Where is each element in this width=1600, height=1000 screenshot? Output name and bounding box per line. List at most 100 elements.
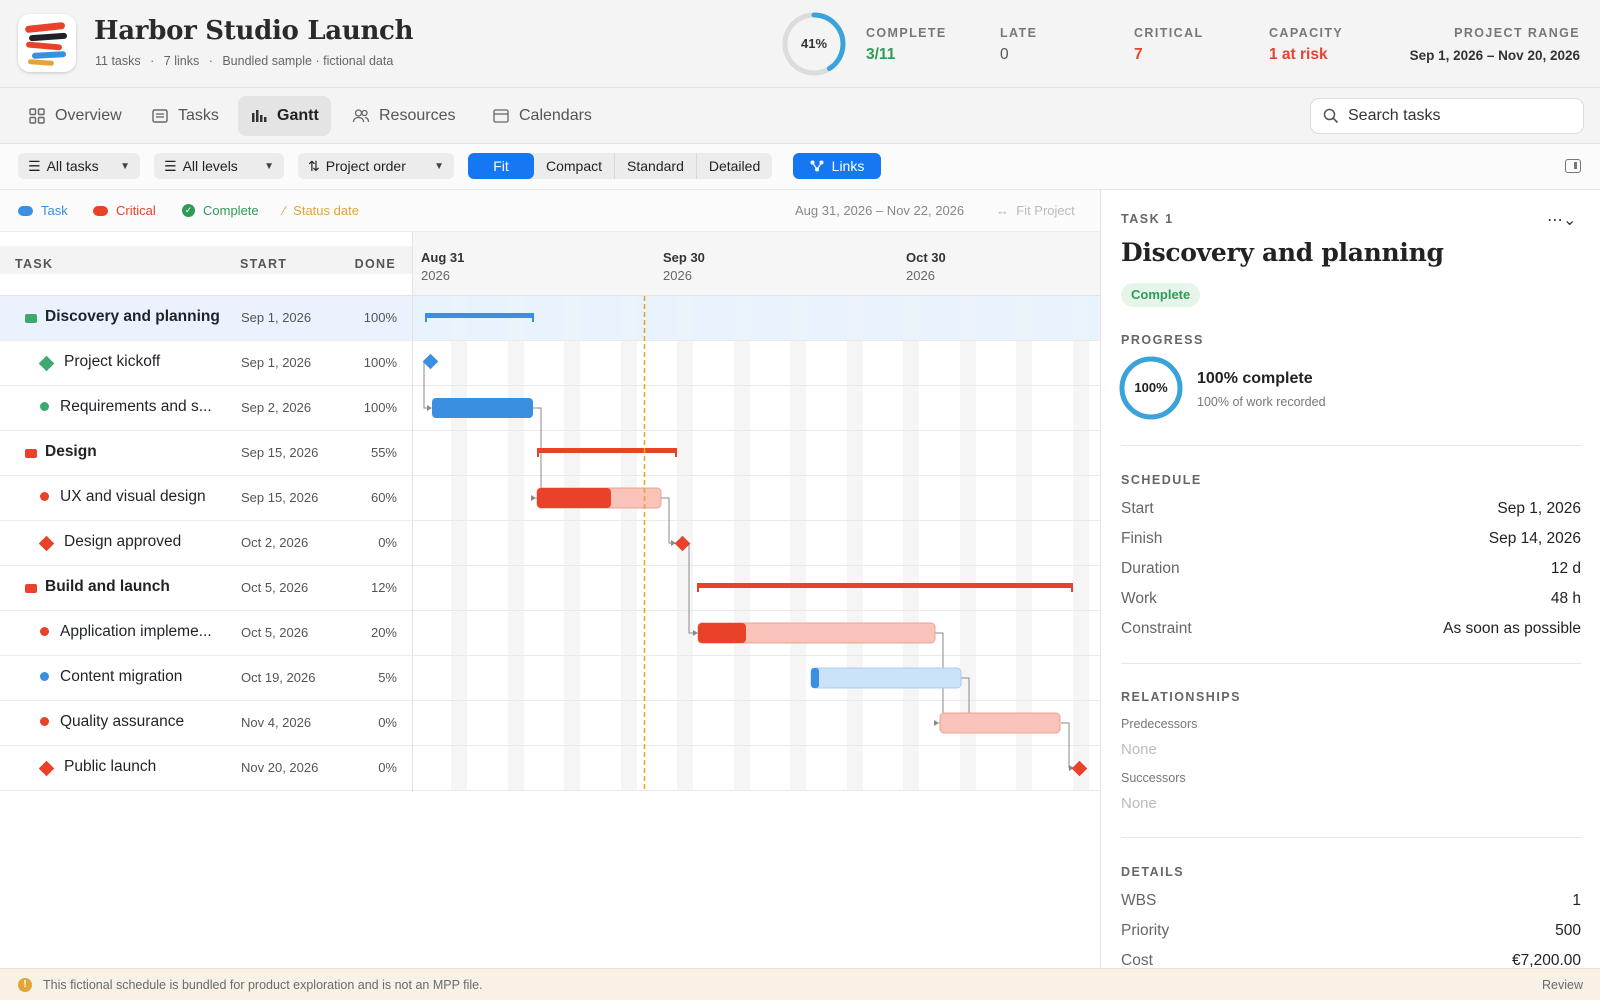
tab-calendars[interactable]: Calendars: [480, 96, 604, 136]
task-dot-icon: [40, 672, 49, 681]
sidebar-toggle-icon[interactable]: [1565, 159, 1581, 173]
task-bar[interactable]: [810, 667, 962, 689]
table-row[interactable]: Content migration Oct 19, 2026 5%: [0, 656, 412, 701]
task-name: Application impleme...: [60, 623, 212, 640]
folder-icon: [25, 449, 37, 458]
level-filter-dropdown[interactable]: ☰ All levels ▼: [154, 153, 284, 179]
fit-project-button[interactable]: ↔ Fit Project: [996, 203, 1075, 218]
task-filter-dropdown[interactable]: ☰ All tasks ▼: [18, 153, 140, 179]
column-header-task[interactable]: TASK: [15, 257, 54, 271]
table-row[interactable]: Requirements and s... Sep 2, 2026 100%: [0, 386, 412, 431]
chevron-down-icon: ▼: [264, 160, 274, 172]
milestone-marker[interactable]: [422, 353, 439, 370]
summary-bar[interactable]: [425, 313, 534, 318]
tab-overview[interactable]: Overview: [16, 96, 134, 136]
main-nav: Overview Tasks Gantt Resources Calendars: [0, 88, 1600, 144]
stat-value: 0: [1000, 46, 1009, 63]
table-row[interactable]: Quality assurance Nov 4, 2026 0%: [0, 701, 412, 746]
task-bar[interactable]: [432, 398, 533, 418]
schedule-constraint: Constraint As soon as possible: [1121, 620, 1581, 638]
schedule-duration: Duration 12 d: [1121, 560, 1581, 578]
milestone-marker[interactable]: [1071, 760, 1088, 777]
table-row[interactable]: Design Sep 15, 2026 55%: [0, 431, 412, 476]
task-table-header: TASK START DONE: [0, 232, 412, 296]
table-row[interactable]: Build and launch Oct 5, 2026 12%: [0, 566, 412, 611]
review-button[interactable]: Review: [1542, 978, 1583, 992]
predecessors-value: None: [1121, 741, 1157, 758]
task-start: Oct 19, 2026: [241, 670, 316, 685]
timeline-month: Aug 31 2026: [421, 249, 464, 285]
task-bar[interactable]: [939, 712, 1061, 734]
detail-priority: Priority 500: [1121, 922, 1581, 940]
summary-cap: [425, 313, 427, 322]
table-row[interactable]: Discovery and planning Sep 1, 2026 100%: [0, 296, 412, 341]
table-row[interactable]: Design approved Oct 2, 2026 0%: [0, 521, 412, 566]
links-toggle-button[interactable]: Links: [793, 153, 881, 179]
zoom-fit-button[interactable]: Fit: [468, 153, 534, 179]
stat-value: 7: [1134, 46, 1143, 63]
task-done: 100%: [363, 400, 397, 415]
stat-label: PROJECT RANGE: [1454, 26, 1580, 40]
check-circle-icon: ✓: [182, 204, 195, 217]
fit-label: Fit Project: [1016, 203, 1075, 218]
task-done: 100%: [363, 310, 397, 325]
column-header-done[interactable]: DONE: [354, 257, 396, 271]
more-options-icon[interactable]: ⋯⌄: [1547, 212, 1577, 229]
summary-bar[interactable]: [697, 583, 1073, 588]
field-value: 48 h: [1550, 590, 1581, 607]
tab-gantt[interactable]: Gantt: [238, 96, 331, 136]
field-label: Finish: [1121, 530, 1163, 547]
people-icon: [352, 109, 370, 123]
divider: [1121, 445, 1581, 446]
search-input[interactable]: [1348, 107, 1568, 125]
section-heading-details: DETAILS: [1121, 865, 1185, 879]
task-name: Build and launch: [45, 578, 170, 595]
field-value: 500: [1555, 922, 1581, 939]
stat-complete: COMPLETE 3/11: [866, 26, 947, 64]
zoom-detailed-button[interactable]: Detailed: [708, 158, 761, 174]
stat-label: LATE: [1000, 26, 1038, 40]
zoom-standard-button[interactable]: Standard: [615, 153, 697, 179]
month-year: 2026: [421, 268, 450, 283]
schedule-start: Start Sep 1, 2026: [1121, 500, 1581, 518]
successors-label: Successors: [1121, 771, 1186, 785]
stat-late: LATE 0: [1000, 26, 1037, 64]
tab-resources[interactable]: Resources: [340, 96, 467, 136]
timeline-header: Aug 31 2026 Sep 30 2026 Oct 30 2026: [413, 232, 1101, 296]
milestone-diamond-icon: [38, 760, 55, 777]
field-value: 1: [1572, 892, 1581, 909]
gantt-canvas: [413, 296, 1101, 791]
table-row[interactable]: Application impleme... Oct 5, 2026 20%: [0, 611, 412, 656]
summary-bar[interactable]: [537, 448, 677, 453]
task-done: 100%: [363, 355, 397, 370]
task-name: Design approved: [64, 533, 182, 550]
legend-status-date: ⁄ Status date: [283, 203, 359, 218]
legend-critical: Critical: [93, 203, 156, 218]
task-done: 0%: [378, 760, 397, 775]
task-name: Requirements and s...: [60, 398, 212, 415]
timeline-range: Aug 31, 2026 – Nov 22, 2026: [795, 203, 965, 218]
folder-icon: [25, 314, 37, 323]
tab-tasks[interactable]: Tasks: [139, 96, 231, 136]
column-header-start[interactable]: START: [240, 257, 288, 271]
task-dot-icon: [40, 492, 49, 501]
field-label: Start: [1121, 500, 1154, 517]
zoom-compact-button[interactable]: Compact: [534, 153, 616, 179]
panel-divider[interactable]: [1100, 190, 1101, 968]
completion-ring: [782, 12, 846, 76]
stat-value: 1 at risk: [1269, 46, 1328, 63]
field-value: Sep 14, 2026: [1488, 530, 1581, 547]
section-heading-progress: PROGRESS: [1121, 333, 1204, 347]
progress-percent: 100%: [1134, 380, 1168, 395]
table-row[interactable]: UX and visual design Sep 15, 2026 60%: [0, 476, 412, 521]
table-row[interactable]: Project kickoff Sep 1, 2026 100%: [0, 341, 412, 386]
sort-order-dropdown[interactable]: ⇅ Project order ▼: [298, 153, 454, 179]
stat-value: 3/11: [866, 46, 896, 63]
task-detail-panel: TASK 1 ⋯⌄ Discovery and planning Complet…: [1101, 190, 1600, 969]
filter-icon: ☰: [28, 157, 41, 174]
table-row[interactable]: Public launch Nov 20, 2026 0%: [0, 746, 412, 791]
stat-value: Sep 1, 2026 – Nov 20, 2026: [1409, 48, 1580, 63]
sort-icon: ⇅: [308, 157, 320, 174]
field-value: €7,200.00: [1512, 952, 1581, 969]
field-value: Sep 1, 2026: [1497, 500, 1581, 517]
